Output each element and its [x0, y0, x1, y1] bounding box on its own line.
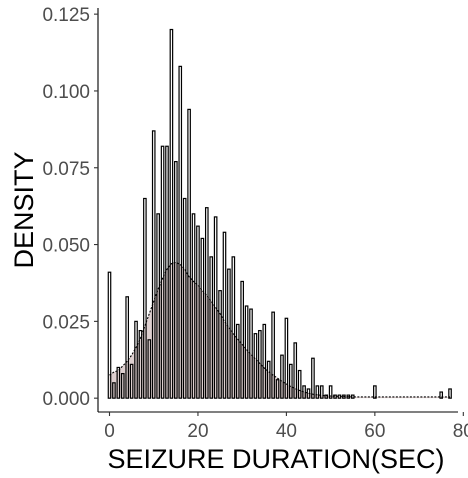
- histogram-bar: [297, 369, 302, 399]
- histogram-bar: [125, 296, 130, 399]
- histogram-bar: [182, 197, 187, 399]
- histogram-bar: [311, 357, 315, 399]
- y-tick-label: 0.025: [42, 312, 90, 333]
- y-tick-label: 0.050: [42, 236, 90, 257]
- histogram-bar: [120, 372, 125, 399]
- histogram-bar: [284, 317, 289, 399]
- y-tick-label: 0.075: [42, 159, 90, 180]
- histogram-bar: [204, 207, 209, 399]
- y-axis-title: DENSITY: [9, 151, 39, 268]
- x-tick-label: 20: [187, 421, 208, 442]
- histogram-bar: [289, 363, 293, 399]
- histogram-bar: [315, 385, 320, 399]
- histogram-bar: [235, 323, 240, 399]
- x-tick-label: 60: [364, 421, 385, 442]
- histogram-bar: [191, 213, 196, 399]
- histogram-bar: [112, 382, 116, 399]
- histogram-bar: [213, 216, 218, 399]
- histogram-bar: [244, 305, 249, 399]
- histogram-bar: [266, 360, 271, 399]
- histogram-bar: [107, 271, 112, 399]
- histogram-bar: [147, 339, 152, 399]
- axes: [97, 8, 458, 413]
- density-line-layer: [109, 261, 451, 398]
- histogram-bar: [240, 280, 244, 399]
- x-axis-ticks: 0 20 40 60 80: [104, 412, 468, 442]
- histogram-bar: [262, 323, 267, 399]
- y-tick-label: 0.100: [42, 82, 90, 103]
- histogram-bar: [324, 394, 329, 399]
- x-tick-label: 40: [276, 421, 297, 442]
- histogram-bar: [222, 231, 227, 399]
- histogram-bar: [231, 256, 236, 399]
- histogram-bars: [107, 28, 452, 399]
- histogram-bar: [178, 65, 183, 399]
- histogram-bar: [253, 333, 258, 399]
- histogram-bar: [448, 388, 452, 399]
- histogram-bar: [187, 108, 191, 399]
- histogram-bar: [275, 379, 280, 399]
- y-tick-label: 0.000: [42, 389, 90, 410]
- histogram-bar: [271, 311, 275, 399]
- histogram-bar: [160, 145, 165, 399]
- histogram-bar: [169, 28, 174, 399]
- histogram-bar: [129, 363, 134, 399]
- histogram-bar: [373, 385, 377, 399]
- histogram-bar: [280, 354, 284, 399]
- y-axis-ticks: 0.000 0.025 0.050 0.075 0.100 0.125: [42, 5, 98, 410]
- histogram-bar: [258, 329, 262, 399]
- y-tick-label: 0.125: [42, 5, 90, 26]
- histogram-bar: [134, 320, 138, 399]
- histogram-bar: [156, 213, 160, 399]
- histogram-bar: [143, 197, 147, 399]
- histogram-bar: [200, 237, 205, 399]
- x-tick-label: 80: [453, 421, 468, 442]
- histogram-bar: [218, 290, 222, 399]
- histogram-bar: [209, 256, 214, 399]
- histogram-bar: [328, 385, 333, 399]
- histogram-bar: [319, 385, 324, 399]
- histogram-bar: [116, 366, 121, 399]
- histogram-bar: [439, 391, 444, 399]
- density-curve-line: [109, 261, 451, 398]
- histogram-bar: [138, 329, 143, 399]
- histogram-bar: [151, 130, 156, 399]
- histogram-bar: [196, 225, 200, 399]
- histogram-bar: [174, 161, 178, 399]
- x-tick-label: 0: [104, 421, 115, 442]
- histogram-bar: [227, 268, 231, 399]
- histogram-bar: [293, 342, 298, 399]
- x-axis-title: SEIZURE DURATION(SEC): [107, 444, 444, 474]
